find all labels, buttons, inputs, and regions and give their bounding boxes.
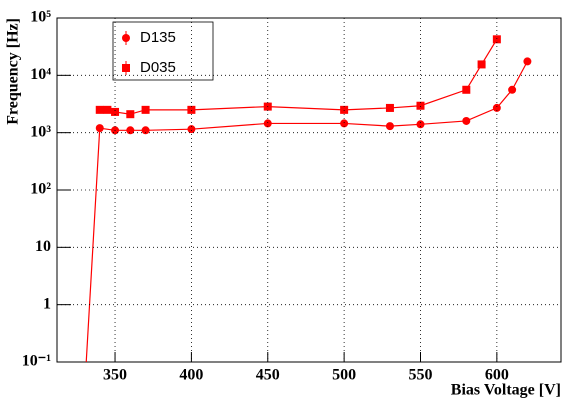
- marker: [340, 105, 349, 114]
- marker: [462, 116, 471, 125]
- marker: [141, 126, 150, 135]
- marker: [126, 110, 135, 119]
- marker: [187, 105, 196, 114]
- marker: [95, 105, 104, 114]
- marker: [385, 103, 394, 112]
- marker: [492, 35, 501, 44]
- y-tick-label: 10²: [30, 181, 51, 198]
- marker: [477, 60, 486, 69]
- legend-marker: [122, 64, 130, 72]
- y-tick-label: 10⁻¹: [22, 353, 51, 370]
- marker: [111, 107, 120, 116]
- marker: [416, 101, 425, 110]
- marker: [187, 125, 196, 134]
- legend-marker: [122, 34, 130, 42]
- marker: [462, 85, 471, 94]
- x-axis-label: Bias Voltage [V]: [451, 382, 561, 399]
- y-tick-label: 10³: [30, 123, 51, 140]
- x-tick-label: 600: [485, 367, 509, 384]
- y-axis-label: Frequency [Hz]: [5, 18, 22, 125]
- x-tick-label: 450: [256, 367, 280, 384]
- marker: [416, 120, 425, 129]
- legend-label: D035: [140, 59, 176, 76]
- y-tick-label: 10⁵: [30, 9, 51, 26]
- x-tick-label: 550: [408, 367, 432, 384]
- marker: [103, 105, 112, 114]
- x-tick-label: 500: [332, 367, 356, 384]
- legend-label: D135: [140, 29, 176, 46]
- x-tick-label: 400: [179, 367, 203, 384]
- y-tick-label: 1: [43, 295, 51, 312]
- marker: [340, 119, 349, 128]
- series-line: [85, 61, 528, 362]
- y-tick-label: 10: [35, 238, 51, 255]
- marker: [126, 126, 135, 135]
- marker: [385, 122, 394, 131]
- marker: [141, 105, 150, 114]
- y-tick-label: 10⁴: [30, 66, 51, 83]
- marker: [508, 85, 517, 94]
- marker: [95, 124, 104, 133]
- x-tick-label: 350: [103, 367, 127, 384]
- marker: [80, 388, 88, 396]
- marker: [492, 103, 501, 112]
- marker: [523, 57, 532, 66]
- marker: [263, 119, 272, 128]
